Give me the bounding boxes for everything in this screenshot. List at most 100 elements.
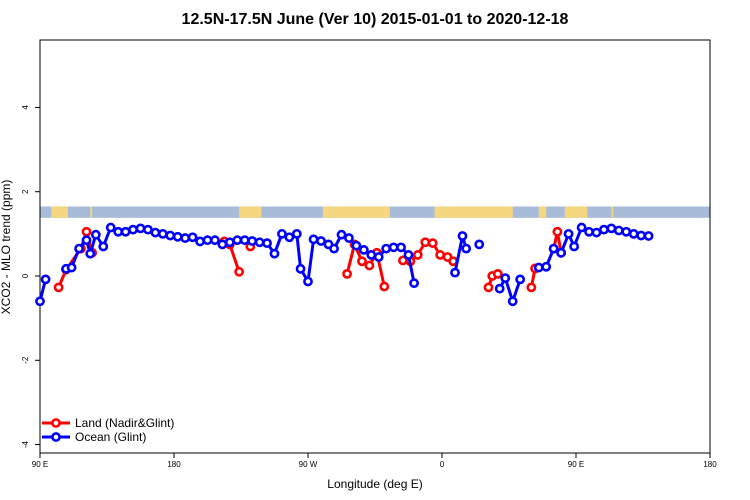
- data-point: [35, 296, 45, 307]
- y-tick-label: -2: [21, 356, 30, 364]
- data-point: [135, 223, 146, 234]
- data-point: [533, 262, 544, 273]
- data-point: [224, 237, 235, 248]
- data-point: [526, 282, 537, 293]
- data-point: [329, 243, 339, 254]
- data-point: [303, 276, 313, 287]
- y-tick-label: 4: [21, 105, 30, 110]
- data-point: [295, 263, 306, 274]
- data-point: [420, 237, 431, 248]
- data-point: [364, 260, 375, 271]
- data-point: [492, 268, 503, 279]
- data-point: [342, 268, 352, 279]
- data-point: [172, 231, 183, 242]
- x-tick-label: 90 W: [299, 460, 318, 469]
- land-patch: [51, 206, 68, 218]
- data-point: [128, 224, 138, 235]
- series-ocean: [35, 222, 654, 307]
- data-point: [150, 227, 161, 238]
- data-point: [217, 239, 228, 250]
- x-tick-label: 180: [703, 460, 717, 469]
- data-point: [269, 248, 280, 259]
- y-axis-label: XCO2 - MLO trend (ppm): [0, 180, 13, 315]
- data-point: [435, 250, 446, 260]
- data-point: [613, 225, 624, 236]
- data-point: [98, 241, 109, 252]
- data-point: [461, 243, 472, 254]
- data-point: [563, 228, 574, 239]
- y-axis-ticks: -4 -2 0 2 4: [21, 105, 40, 448]
- data-point: [396, 242, 406, 253]
- data-point: [636, 230, 647, 241]
- data-point: [40, 274, 51, 285]
- data-point: [381, 243, 392, 254]
- data-point: [187, 232, 198, 243]
- data-point: [388, 242, 399, 253]
- data-point: [366, 250, 377, 260]
- data-point: [81, 235, 92, 246]
- data-point: [541, 261, 552, 272]
- series-layer: [35, 222, 654, 307]
- data-point: [239, 235, 250, 246]
- data-point: [373, 252, 384, 262]
- data-point: [157, 228, 168, 239]
- data-point: [457, 231, 468, 241]
- x-tick-label: 0: [440, 460, 445, 469]
- data-point: [427, 238, 438, 249]
- x-tick-label: 90 E: [32, 460, 48, 469]
- data-point: [247, 236, 258, 246]
- x-axis-ticks: 90 E 180 90 W 0 90 E 180: [32, 453, 717, 469]
- data-point: [606, 223, 617, 234]
- data-point: [599, 224, 609, 235]
- data-point: [576, 222, 587, 233]
- plot-frame: [39, 39, 711, 454]
- land-patch: [322, 206, 390, 218]
- land-patch: [611, 206, 614, 218]
- data-point: [165, 230, 176, 241]
- data-point: [344, 233, 354, 243]
- legend-label: Land (Nadir&Glint): [75, 416, 174, 430]
- y-tick-label: 0: [21, 273, 30, 278]
- data-point: [357, 256, 367, 267]
- data-point: [591, 227, 602, 238]
- data-point: [569, 241, 580, 252]
- data-point: [291, 228, 302, 239]
- data-point: [210, 235, 220, 246]
- data-point: [515, 274, 526, 285]
- data-point: [195, 236, 205, 247]
- y-tick-label: 2: [21, 189, 30, 194]
- data-point: [403, 250, 414, 260]
- data-point: [277, 228, 287, 239]
- land-mask-band: [40, 206, 710, 218]
- legend: Land (Nadir&Glint)Ocean (Glint): [42, 416, 174, 444]
- data-point: [180, 233, 191, 243]
- data-point: [232, 235, 243, 246]
- x-tick-label: 90 E: [568, 460, 584, 469]
- data-point: [643, 231, 654, 241]
- x-axis-label: Longitude (deg E): [327, 477, 422, 491]
- data-point: [336, 229, 347, 240]
- data-point: [316, 236, 326, 246]
- data-point: [351, 240, 362, 251]
- data-point: [628, 228, 639, 239]
- data-point: [105, 222, 116, 233]
- data-point: [284, 232, 295, 243]
- legend-label: Ocean (Glint): [75, 430, 146, 444]
- series-line: [453, 235, 468, 273]
- data-point: [202, 235, 213, 246]
- data-point: [483, 282, 494, 293]
- data-point: [584, 226, 594, 237]
- data-point: [556, 247, 567, 258]
- chart-title: 12.5N-17.5N June (Ver 10) 2015-01-01 to …: [182, 11, 569, 28]
- data-point: [66, 262, 77, 273]
- data-point: [552, 226, 563, 237]
- data-point: [308, 234, 319, 245]
- land-patch: [434, 206, 513, 218]
- data-point: [409, 278, 419, 289]
- y-tick-label: -4: [21, 440, 30, 448]
- data-point: [85, 248, 96, 259]
- data-point: [143, 224, 153, 235]
- data-point: [113, 226, 124, 237]
- data-point: [507, 296, 518, 307]
- legend-marker: [51, 418, 61, 428]
